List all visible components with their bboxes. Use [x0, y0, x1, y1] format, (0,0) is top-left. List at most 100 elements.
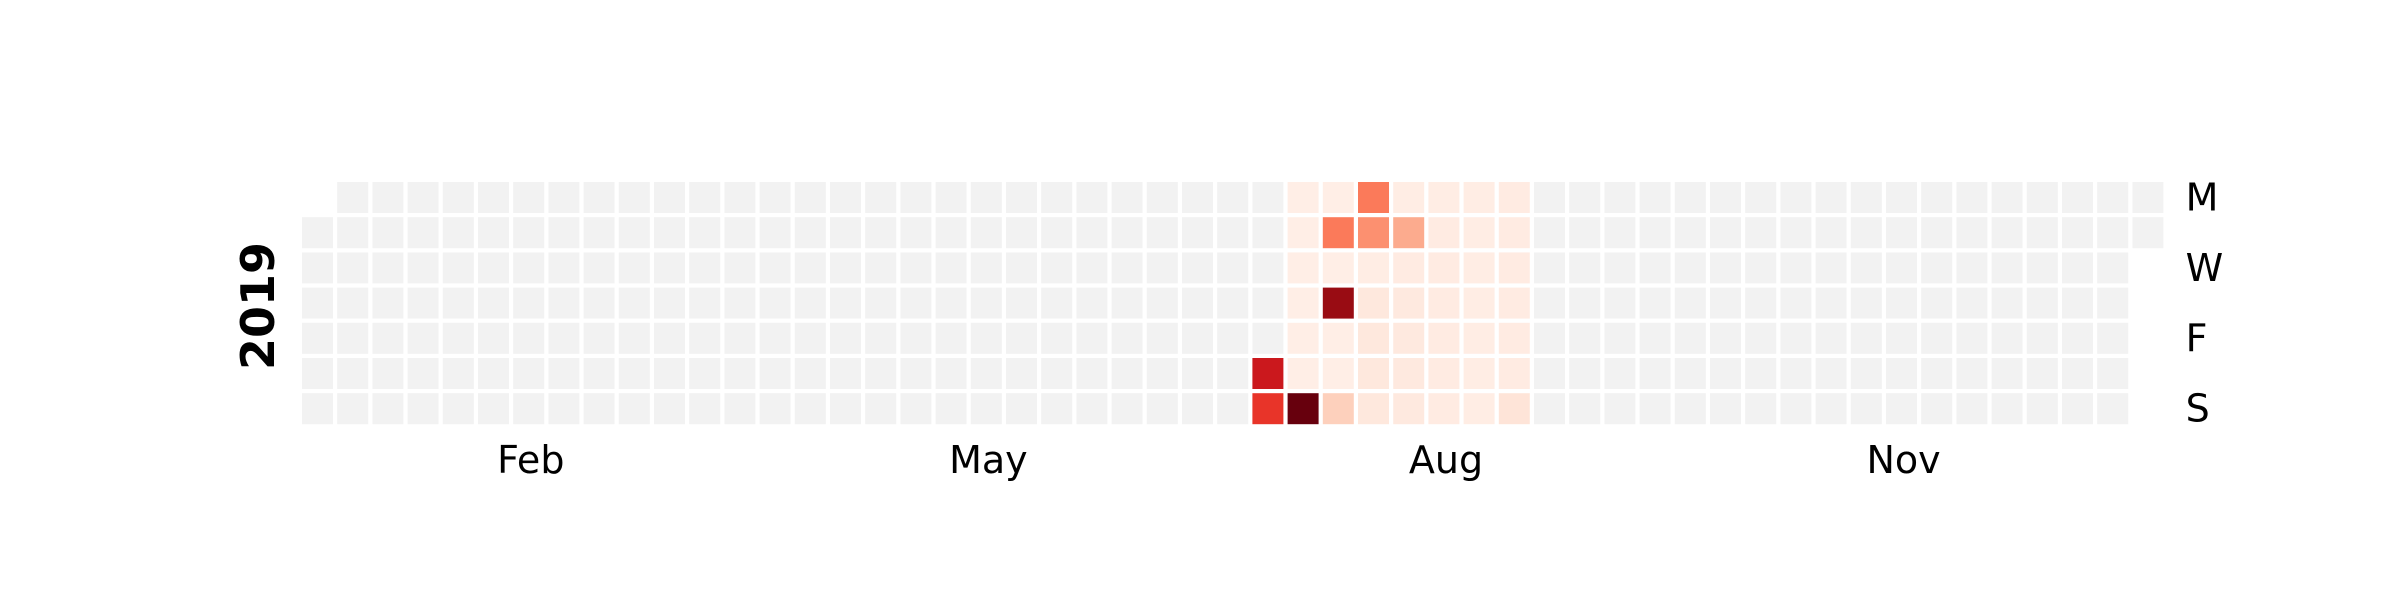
- day-cell: [1393, 393, 1425, 425]
- day-cell: [583, 217, 615, 249]
- day-cell: [583, 182, 615, 213]
- day-cell: [1921, 358, 1953, 389]
- day-cell: [1287, 287, 1319, 319]
- day-cell: [618, 358, 650, 389]
- day-cell: [1146, 358, 1178, 389]
- day-cell: [689, 217, 721, 249]
- day-cell: [759, 252, 791, 284]
- day-cell: [478, 393, 509, 425]
- day-cell: [1745, 252, 1777, 284]
- day-cell: [1006, 287, 1037, 319]
- day-cell: [1498, 252, 1530, 284]
- day-cell: [1146, 393, 1178, 425]
- day-cell: [618, 252, 650, 284]
- day-cell: [1076, 287, 1108, 319]
- day-cell: [1006, 322, 1037, 354]
- day-cell: [794, 252, 826, 284]
- day-cell: [1358, 252, 1389, 284]
- day-cell: [1393, 322, 1425, 354]
- day-cell: [1815, 252, 1847, 284]
- day-cell: [1886, 217, 1917, 249]
- day-cell: [654, 358, 685, 389]
- day-cell: [1182, 322, 1213, 354]
- day-cell: [724, 322, 756, 354]
- day-cell: [724, 182, 756, 213]
- day-cell: [1674, 358, 1706, 389]
- day-cell: [372, 358, 404, 389]
- day-cell: [337, 252, 369, 284]
- day-cell: [1498, 393, 1530, 425]
- day-cell: [2026, 322, 2058, 354]
- day-cell: [1287, 322, 1319, 354]
- day-cell: [1287, 217, 1319, 249]
- day-cell: [442, 358, 474, 389]
- day-cell: [1991, 217, 2023, 249]
- day-cell: [689, 182, 721, 213]
- day-cell: [1217, 252, 1249, 284]
- day-cell: [1463, 252, 1495, 284]
- day-cell: [372, 252, 404, 284]
- day-cell: [1815, 217, 1847, 249]
- day-cell: [1569, 217, 1601, 249]
- day-cell: [1991, 182, 2023, 213]
- day-cell: [478, 252, 509, 284]
- day-cell: [513, 322, 545, 354]
- day-cell: [970, 252, 1002, 284]
- day-cell: [1358, 287, 1389, 319]
- day-cell: [2097, 217, 2129, 249]
- day-cell: [442, 287, 474, 319]
- day-cell: [1534, 182, 1565, 213]
- day-cell: [1146, 182, 1178, 213]
- day-cell: [794, 393, 826, 425]
- day-cell: [1393, 182, 1425, 213]
- day-cell: [1850, 322, 1882, 354]
- day-label: W: [2186, 246, 2224, 290]
- month-label: Feb: [497, 438, 564, 482]
- day-cell: [2062, 393, 2093, 425]
- day-cell: [1991, 393, 2023, 425]
- day-cell: [1393, 217, 1425, 249]
- day-cell: [442, 322, 474, 354]
- day-cell: [865, 322, 897, 354]
- day-cell: [1569, 252, 1601, 284]
- day-cell: [583, 358, 615, 389]
- day-cell: [407, 252, 439, 284]
- day-cell: [1006, 182, 1037, 213]
- day-cell: [1534, 322, 1565, 354]
- day-cell: [654, 322, 685, 354]
- day-cell: [1322, 358, 1354, 389]
- day-cell: [1815, 322, 1847, 354]
- day-cell: [1006, 358, 1037, 389]
- day-cell: [830, 182, 861, 213]
- day-cell: [1252, 393, 1284, 425]
- day-cell: [970, 287, 1002, 319]
- day-cell: [1886, 322, 1917, 354]
- day-cell: [1393, 252, 1425, 284]
- day-cell: [900, 393, 932, 425]
- day-cell: [1956, 182, 1988, 213]
- day-cell: [337, 358, 369, 389]
- day-cell: [724, 393, 756, 425]
- day-cell: [1780, 217, 1812, 249]
- day-cell: [407, 322, 439, 354]
- day-cell: [1956, 217, 1988, 249]
- day-cell: [1886, 393, 1917, 425]
- day-cell: [1780, 252, 1812, 284]
- month-label: Aug: [1409, 438, 1483, 482]
- day-cell: [1217, 322, 1249, 354]
- day-cell: [1534, 252, 1565, 284]
- day-cell: [302, 358, 333, 389]
- day-cell: [1674, 217, 1706, 249]
- day-cell: [1639, 393, 1671, 425]
- day-cell: [2062, 287, 2093, 319]
- day-cell: [1498, 287, 1530, 319]
- day-cell: [1428, 182, 1460, 213]
- day-cell: [337, 287, 369, 319]
- day-cell: [794, 217, 826, 249]
- day-cell: [1850, 358, 1882, 389]
- day-cell: [689, 252, 721, 284]
- day-cell: [513, 393, 545, 425]
- day-cell: [654, 252, 685, 284]
- day-cell: [900, 217, 932, 249]
- day-cell: [865, 358, 897, 389]
